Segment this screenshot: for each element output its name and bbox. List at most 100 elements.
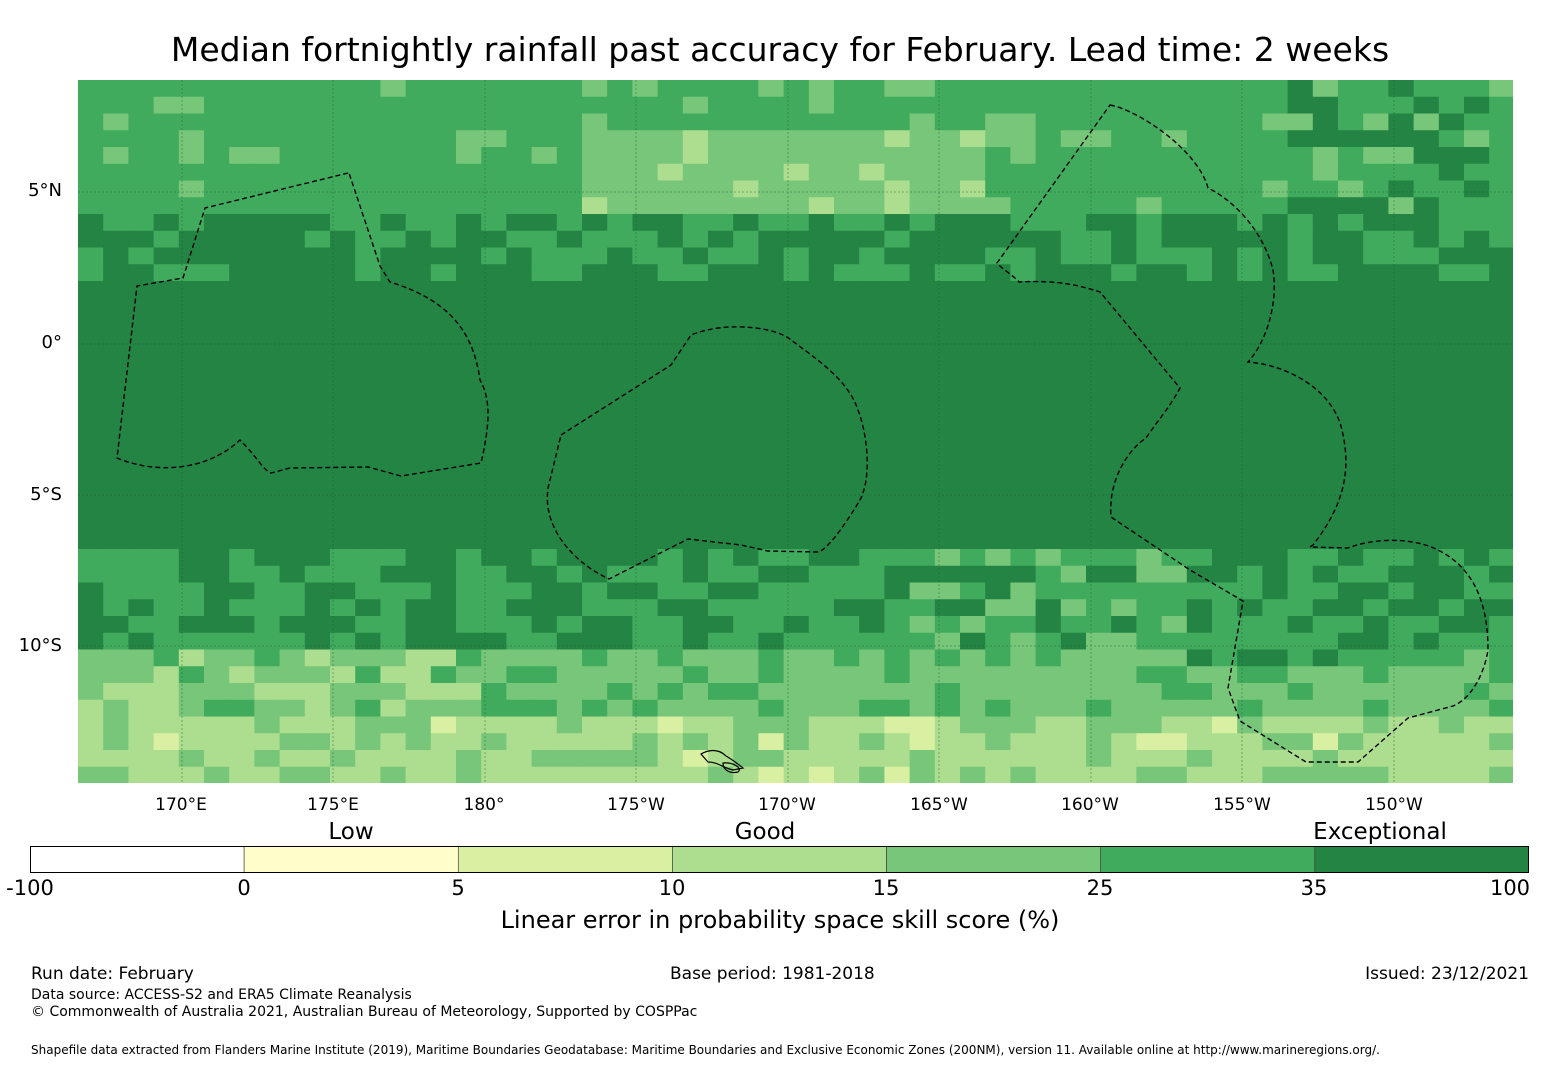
skill-cell [355,515,381,533]
skill-cell [204,214,230,232]
skill-cell [733,750,759,768]
skill-cell [960,599,986,617]
skill-cell [456,666,482,684]
skill-cell [985,297,1011,315]
skill-cell [1111,599,1137,617]
skill-cell [481,649,507,667]
skill-cell [1287,264,1314,282]
skill-cell [1413,281,1440,299]
skill-cell [682,632,709,650]
skill-cell [1287,415,1314,433]
skill-cell [733,431,759,449]
skill-cell [178,163,205,181]
skill-cell [1287,113,1314,131]
skill-cell [380,230,407,248]
skill-cell [405,482,432,500]
skill-cell [1136,230,1163,248]
skill-cell [204,348,230,366]
skill-cell [657,766,684,783]
skill-cell [1010,565,1037,583]
skill-cell [304,582,331,600]
shapefile-credit: Shapefile data extracted from Flanders M… [31,1043,1380,1057]
skill-cell [254,683,281,701]
skill-cell [1287,381,1314,399]
skill-cell [304,381,331,399]
skill-cell [960,180,986,198]
skill-cell [279,415,306,433]
skill-cell [506,448,533,466]
skill-cell [1161,415,1188,433]
skill-cell [1060,482,1087,500]
skill-cell [1312,750,1339,768]
skill-cell [1489,599,1513,617]
skill-cell [456,465,482,483]
skill-cell [934,448,961,466]
skill-cell [380,448,407,466]
skill-cell [78,750,104,768]
skill-cell [128,733,155,751]
skill-cell [254,498,281,516]
skill-cell [783,147,810,165]
skill-cell [1010,381,1037,399]
skill-cell [481,616,507,634]
skill-cell [204,230,230,248]
skill-cell [960,565,986,583]
skill-cell [733,448,759,466]
skill-cell [1338,565,1364,583]
skill-cell [405,281,432,299]
skill-cell [909,532,936,550]
skill-cell [1464,431,1490,449]
skill-cell [1388,465,1415,483]
skill-cell [103,699,129,717]
skill-cell [254,599,281,617]
skill-cell [632,716,659,734]
skill-cell [708,113,734,131]
skill-cell [128,364,155,382]
skill-cell [1010,549,1037,567]
skill-cell [985,482,1011,500]
skill-cell [1287,766,1314,783]
skill-cell [506,549,533,567]
skill-cell [985,264,1011,282]
skill-cell [1186,766,1213,783]
category-exceptional: Exceptional [1313,819,1447,845]
skill-cell [1010,348,1037,366]
skill-cell [1489,565,1513,583]
skill-cell [330,214,356,232]
skill-cell [632,565,659,583]
skill-cell [1287,431,1314,449]
skill-cell [103,750,129,768]
skill-cell [380,565,407,583]
skill-cell [909,80,936,98]
skill-cell [178,666,205,684]
skill-cell [229,314,255,332]
skill-cell [909,515,936,533]
skill-cell [254,632,281,650]
skill-cell [607,96,633,114]
skill-cell [178,733,205,751]
skill-cell [380,80,407,98]
skill-cell [1161,549,1188,567]
skill-cell [153,498,180,516]
skill-cell [1464,549,1490,567]
skill-cell [1035,147,1062,165]
skill-cell [556,549,583,567]
skill-cell [128,281,155,299]
skill-cell [1464,666,1490,684]
skill-cell [1212,96,1238,114]
skill-cell [1212,699,1238,717]
skill-cell [1136,398,1163,416]
skill-cell [1464,163,1490,181]
run-date: Run date: February [31,964,194,984]
skill-cell [430,415,457,433]
skill-cell [582,632,608,650]
skill-cell [355,398,381,416]
skill-cell [304,214,331,232]
skill-cell [1237,314,1263,332]
skill-cell [934,549,961,567]
skill-cell [330,750,356,768]
skill-cell [128,163,155,181]
skill-cell [1489,348,1513,366]
skill-cell [1161,766,1188,783]
skill-cell [1161,582,1188,600]
